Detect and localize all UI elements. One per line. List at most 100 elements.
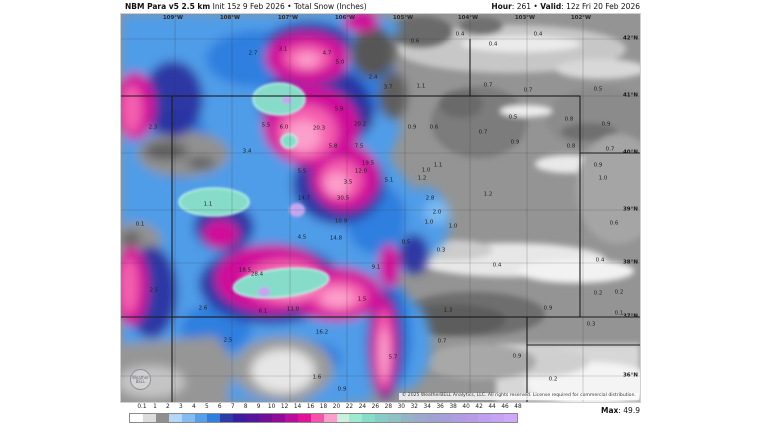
colorbar-tick: 32 (410, 404, 418, 410)
snow-value-label: 0.8 (564, 116, 574, 123)
longitude-label: 109°W (162, 15, 184, 21)
colorbar-tick: 7 (230, 404, 235, 410)
colorbar-segment (465, 414, 479, 422)
snow-value-label: 2.0 (432, 209, 442, 216)
colorbar-tick: 34 (423, 404, 431, 410)
snow-value-label: 20.3 (312, 125, 326, 132)
snow-value-label: 0.5 (508, 114, 518, 121)
snow-value-label: 2.4 (368, 74, 378, 81)
snow-value-label: 0.2 (614, 289, 624, 296)
snow-value-label: 0.7 (483, 82, 493, 89)
colorbar-segment (155, 414, 169, 422)
snow-value-label: 3.7 (383, 84, 393, 91)
colorbar-segment (375, 414, 389, 422)
colorbar-tick: 48 (514, 404, 522, 410)
snow-value-label: 1.1 (433, 162, 443, 169)
copyright-text: © 2025 WeatherBELL Analytics, LLC. All r… (398, 393, 639, 400)
latitude-label: 36°N (622, 372, 638, 379)
snow-value-label: 4.7 (322, 50, 332, 57)
colorbar-segment (504, 414, 518, 422)
colorbar-segment (220, 414, 234, 422)
colorbar-segment (362, 414, 376, 422)
snow-value-label: 0.4 (455, 31, 465, 38)
snow-value-label: 2.5 (223, 337, 233, 344)
colorbar-segment (181, 414, 195, 422)
weatherbell-logo: Weather BELL (130, 369, 151, 390)
colorbar-segment (271, 414, 285, 422)
colorbar-tick: 20 (332, 404, 341, 410)
colorbar-tick: 14 (293, 404, 302, 410)
forecast-map: 2.7 3.1 4.7 5.0 2.4 0.6 3.7 1.1 5.9 20.2 5.5 6.0 20.… (120, 13, 641, 403)
colorbar-tick: 2 (166, 404, 170, 410)
colorbar-segment (168, 414, 182, 422)
snow-value-label: 6.0 (279, 124, 289, 131)
product-name: Total Snow (Inches) (291, 2, 367, 11)
colorbar-segment (478, 414, 492, 422)
colorbar-tick: 38 (449, 404, 457, 410)
colorbar-tick: 42 (475, 404, 483, 410)
snow-value-label: 0.7 (523, 87, 533, 94)
snow-value-label: 1.6 (312, 374, 322, 381)
snow-value-label: 19.5 (361, 160, 375, 167)
colorbar-tick: 5 (204, 404, 209, 410)
snow-value-label: 0.9 (543, 305, 553, 312)
colorbar-segment (452, 414, 466, 422)
snow-value-label: 5.8 (328, 143, 338, 150)
snowfall-raster (121, 14, 640, 402)
snow-value-label: 1.0 (448, 223, 458, 230)
colorbar-gradient (129, 413, 518, 423)
snow-value-label: 4.5 (297, 234, 307, 241)
snow-value-label: 1.1 (203, 201, 213, 208)
snow-value-label: 0.6 (429, 124, 439, 131)
snow-value-label: 0.6 (609, 220, 619, 227)
valid-title: Hour: 261 • Valid: 12z Fri 20 Feb 2026 (491, 2, 640, 11)
colorbar-tick: 30 (397, 404, 405, 410)
snow-value-label: 9.1 (371, 264, 381, 271)
snow-value-label: 0.1 (614, 310, 624, 317)
plains-shading (389, 16, 640, 402)
colorbar-tick: 36 (436, 404, 444, 410)
snow-value-label: 0.7 (478, 129, 488, 136)
snow-field (121, 14, 450, 402)
snow-value-label: 0.2 (548, 376, 558, 383)
snow-value-label: 1.1 (416, 83, 426, 90)
colorbar-segment (323, 414, 337, 422)
colorbar-tick: 8 (243, 404, 248, 410)
colorbar-segment (388, 414, 402, 422)
snow-value-label: 3.1 (278, 46, 288, 53)
snow-value-label: 11.0 (286, 306, 300, 313)
colorbar-tick: 9 (256, 404, 261, 410)
colorbar-segment (401, 414, 414, 422)
snow-value-label: 12.0 (354, 168, 368, 175)
colorbar-tick: 4 (191, 404, 196, 410)
snow-value-label: 0.7 (605, 146, 615, 153)
colorbar-segment (426, 414, 440, 422)
snow-value-label: 5.9 (334, 106, 344, 113)
title-bar: NBM Para v5 2.5 km Init 15z 9 Feb 2026 •… (125, 2, 640, 11)
longitude-label: 106°W (334, 15, 356, 21)
snow-value-label: 0.2 (593, 290, 603, 297)
snow-value-label: 0.9 (337, 386, 347, 393)
longitude-label: 104°W (457, 15, 479, 21)
colorbar-segment (142, 414, 156, 422)
colorbar-tick: 46 (501, 404, 509, 410)
colorbar-tick: 16 (306, 404, 315, 410)
snow-value-label: 0.9 (407, 124, 417, 131)
colorbar-tick: 3 (179, 404, 183, 410)
snow-value-label: 1.3 (443, 307, 453, 314)
state-borders (121, 39, 640, 402)
colorbar-tick: 18 (319, 404, 328, 410)
colorbar-segment (130, 414, 143, 422)
snow-value-label: 7.5 (354, 143, 364, 150)
snow-value-label: 5.0 (335, 59, 345, 66)
latitude-label: 39°N (622, 206, 638, 213)
latitude-label: 38°N (622, 259, 638, 266)
snow-value-label: 0.5 (401, 239, 411, 246)
colorbar-tick-labels: 0.1 1 2 3 4 5 6 7 8 9 10 12 14 16 18 20 22 24 26 28 30 32 34 36… (129, 404, 522, 413)
snow-value-label: 0.4 (492, 262, 502, 269)
colorbar-tick: 10 (267, 404, 276, 410)
model-name: NBM Para v5 2.5 km (125, 2, 211, 11)
colorbar-tick: 44 (488, 404, 496, 410)
snow-value-label: 10.9 (334, 218, 348, 225)
colorbar-segment (413, 414, 427, 422)
